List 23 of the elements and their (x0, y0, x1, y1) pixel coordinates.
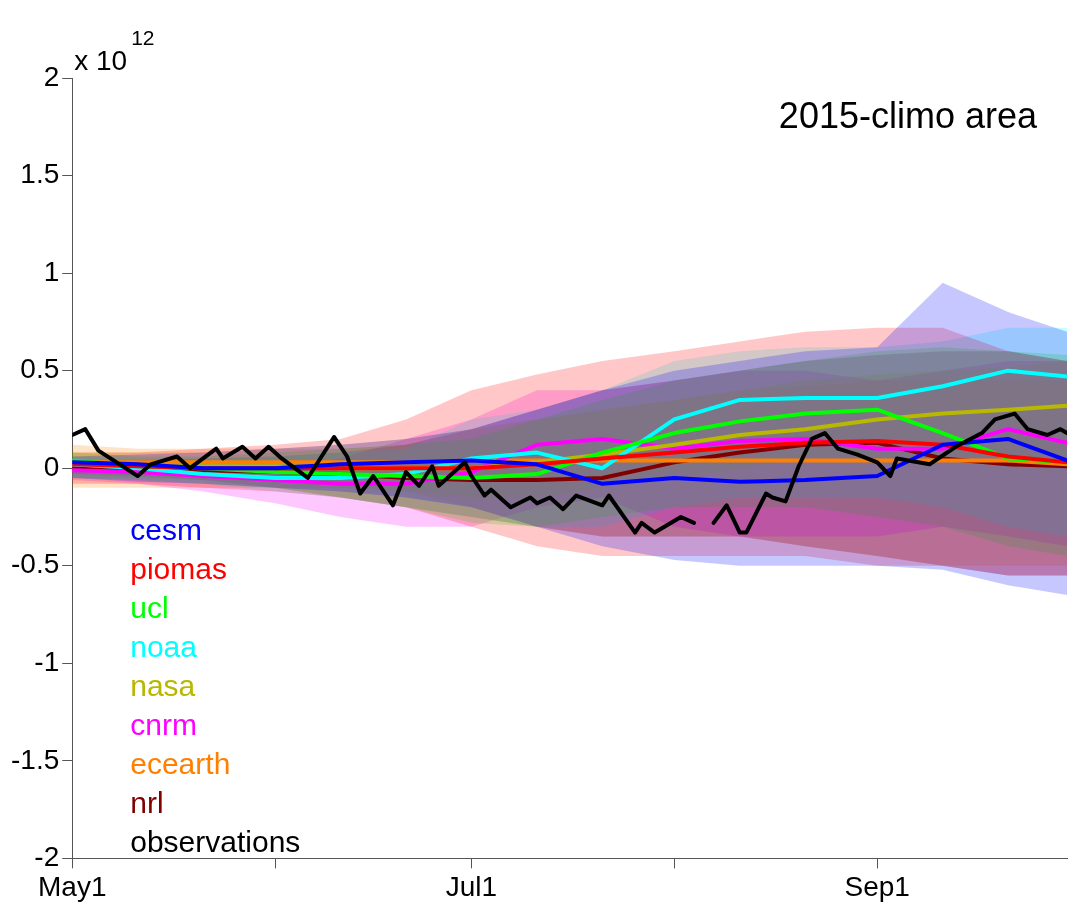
y-tick-label: -2 (34, 841, 60, 873)
text: piomas (130, 552, 227, 586)
text: 2015-climo area (778, 95, 1038, 136)
y-tick-label: 0 (43, 450, 60, 482)
text: observations (130, 825, 301, 859)
x-tick-label: May1 (38, 870, 107, 902)
y-tick-label: -1 (34, 646, 60, 678)
text: noaa (130, 630, 198, 664)
text: cnrm (130, 708, 197, 742)
x-tick-label: Sep1 (844, 870, 910, 902)
y-tick-label: 1.5 (20, 158, 60, 190)
y-tick-label: 0.5 (20, 353, 60, 385)
text: ucl (130, 591, 169, 625)
text: nrl (130, 786, 164, 820)
y-tick-label: -0.5 (11, 548, 60, 580)
y-tick-label: -1.5 (11, 743, 60, 775)
text: ecearth (130, 747, 231, 781)
y-tick-label: 2 (43, 60, 60, 92)
y-tick-label: 1 (43, 255, 60, 287)
text: nasa (130, 669, 196, 703)
x-tick-label: Jul1 (445, 870, 498, 902)
text: x 1012 (74, 25, 155, 76)
series-label: cesm (130, 513, 202, 547)
